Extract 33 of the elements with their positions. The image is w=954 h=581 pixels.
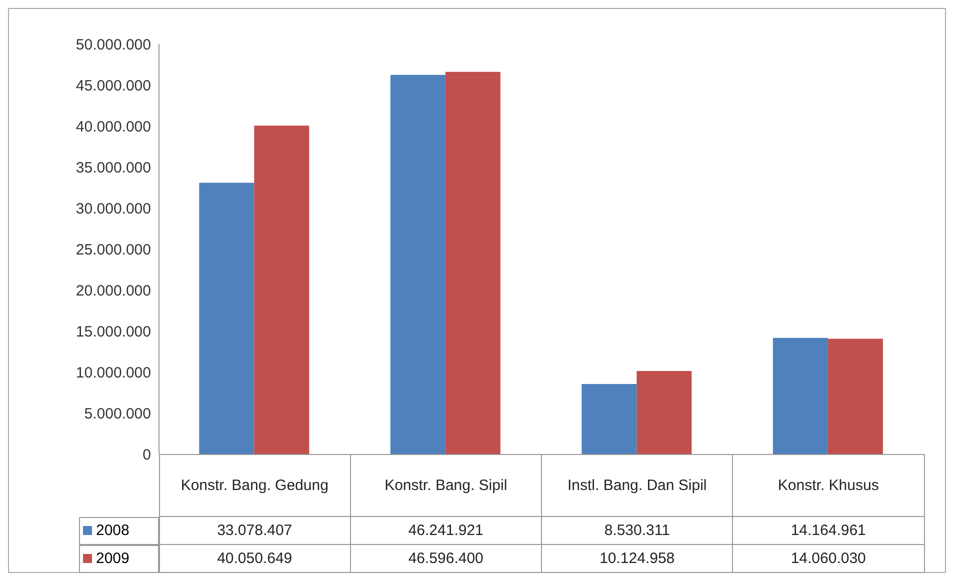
x-tick-label: Konstr. Bang. Sipil	[350, 454, 542, 516]
bar	[390, 74, 446, 454]
bar	[199, 182, 254, 454]
y-tick-label: 10.000.000	[76, 364, 151, 382]
y-tick-label: 15.000.000	[76, 323, 151, 340]
data-label: 14.164.961	[732, 516, 924, 544]
legend-label: 2008	[96, 522, 130, 539]
y-tick-label: 50.000.000	[76, 36, 151, 54]
bar	[445, 72, 500, 454]
y-tick-label: 35.000.000	[76, 159, 151, 176]
data-label: 14.060.030	[732, 544, 924, 572]
bar	[582, 384, 637, 454]
y-tick-label: 20.000.000	[76, 282, 151, 300]
data-label: 33.078.407	[159, 516, 350, 544]
y-tick-label: 25.000.000	[76, 241, 151, 258]
bar	[828, 338, 883, 454]
x-tick-label: Konstr. Khusus	[732, 454, 924, 516]
legend-label: 2009	[96, 550, 130, 567]
bar	[636, 370, 692, 454]
data-label: 10.124.958	[542, 544, 733, 572]
y-tick-label: 30.000.000	[76, 200, 151, 218]
data-label: 46.241.921	[350, 516, 542, 544]
x-tick-label: Konstr. Bang. Gedung	[159, 454, 350, 516]
y-tick-label: 45.000.000	[76, 77, 151, 94]
y-tick-label: 5.000.000	[84, 405, 151, 422]
y-tick-label: 0	[142, 446, 151, 464]
bar	[772, 338, 828, 454]
data-label: 40.050.649	[159, 544, 350, 572]
bar	[254, 126, 310, 454]
y-tick-label: 40.000.000	[76, 118, 151, 136]
x-tick-label: Instl. Bang. Dan Sipil	[542, 454, 733, 516]
data-label: 46.596.400	[350, 544, 542, 572]
data-label: 8.530.311	[542, 516, 733, 544]
